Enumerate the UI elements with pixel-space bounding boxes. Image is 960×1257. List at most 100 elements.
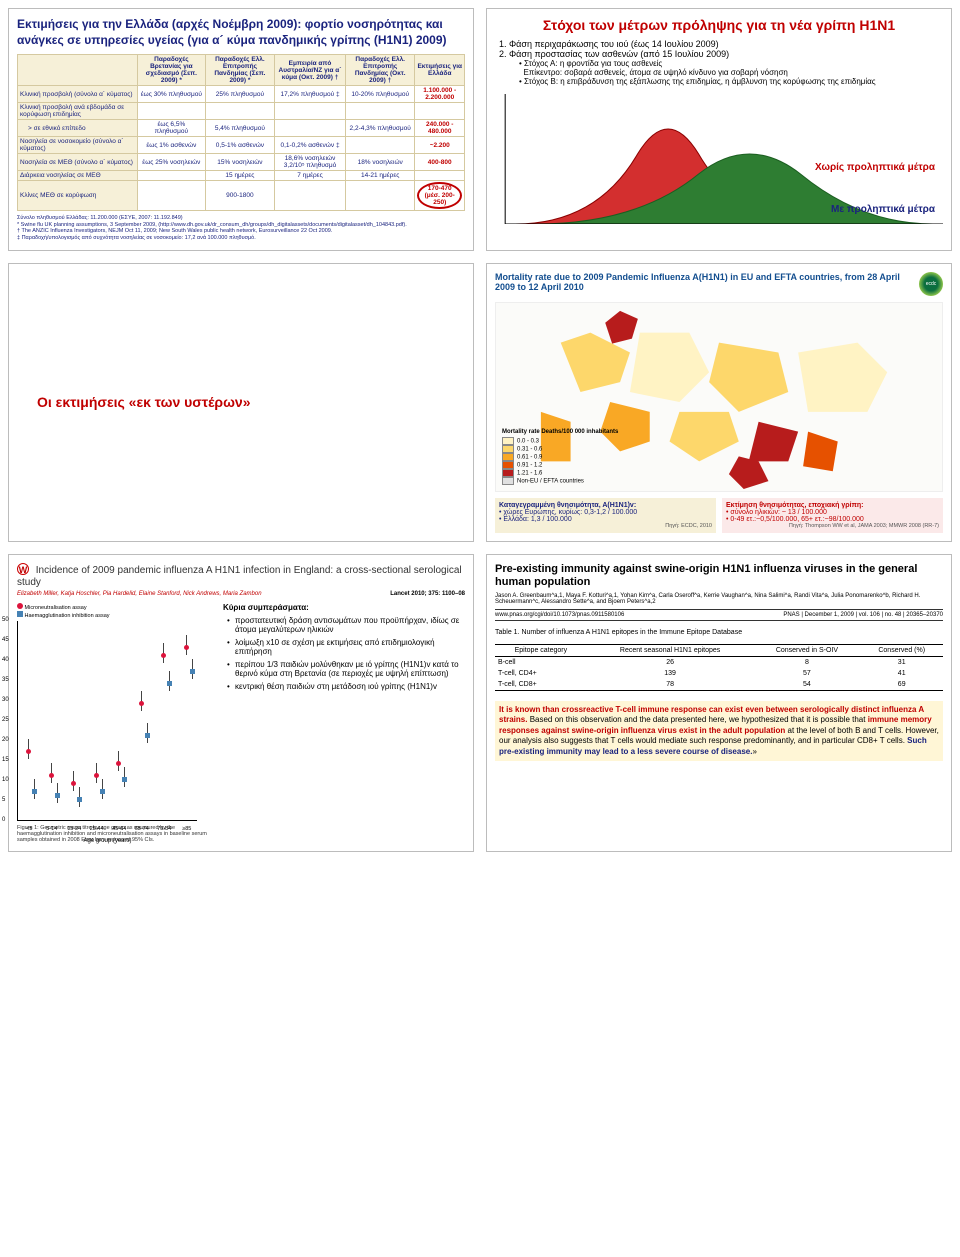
cell: 17,2% πληθυσμού ‡ [275, 86, 346, 103]
epitope-col: Epitope category [495, 644, 587, 656]
pnas-title: Pre-existing immunity against swine-orig… [495, 563, 943, 589]
cell: 240.000 - 480.000 [415, 120, 465, 137]
p5-conclusions: Κύρια συμπεράσματα: προστατευτική δράση … [223, 603, 465, 843]
pnas-quote: It is known than crossreactive T-cell im… [495, 701, 943, 761]
p5-authors: Elizabeth Miller, Katja Hoschler, Pia Ha… [17, 591, 262, 597]
serology-chart: Geometric mean titre Age group (years) 0… [17, 621, 197, 821]
epitope-cell: 54 [753, 679, 860, 691]
cell: 170-470 (μέσ. 200-250) [415, 181, 465, 211]
row-header: Κλίνες ΜΕΘ σε κορύφωση [18, 181, 138, 211]
epidemic-curves: Χωρίς προληπτικά μέτρα Με προληπτικά μέτ… [495, 94, 943, 224]
estimates-table: Παραδοχές Βρετανίας για σχεδιασμό (Σεπ. … [17, 54, 465, 211]
row-header: Κλινική προσβολή ανά εβδομάδα σε κορύφωσ… [18, 103, 138, 120]
epitope-cell: 57 [753, 668, 860, 679]
europe-map: Mortality rate Deaths/100 000 inhabitant… [495, 302, 943, 492]
p2-list: 1. Φάση περιχαράκωσης του ιού (έως 14 Ιο… [499, 39, 943, 86]
cell [275, 120, 346, 137]
cell [415, 171, 465, 181]
label-no-measures: Χωρίς προληπτικά μέτρα [815, 162, 935, 173]
p2-item2: 2. Φάση προστασίας των ασθενών (από 15 Ι… [499, 49, 943, 59]
cell: 1.100.000 - 2.200.000 [415, 86, 465, 103]
conclusion-item: λοίμωξη x10 σε σχέση με εκτιμήσεις από ε… [227, 638, 465, 656]
cell: 10-20% πληθυσμού [345, 86, 415, 103]
row-header: Νοσηλεία σε ΜΕΘ (σύνολο α´ κύματος) [18, 154, 138, 171]
label-with-measures: Με προληπτικά μέτρα [831, 204, 935, 215]
conclusion-item: προστατευτική δράση αντισωμάτων που προϋ… [227, 616, 465, 634]
cell [345, 103, 415, 120]
p4-title: Mortality rate due to 2009 Pandemic Infl… [495, 272, 913, 294]
cell: ~2.200 [415, 137, 465, 154]
cell: 0,1-0,2% ασθενών ‡ [275, 137, 346, 154]
epitope-cell: B-cell [495, 656, 587, 668]
p1-footnotes: Σύνολο πληθυσμού Ελλάδας: 11.200.000 (ΕΣ… [17, 215, 465, 241]
cell: 7 ημέρες [275, 171, 346, 181]
cell: 25% πληθυσμού [205, 86, 274, 103]
mortality-recorded-box: Καταγεγραμμένη θνησιμότητα, Α(H1N1)v: • … [495, 498, 716, 533]
epitope-table: Epitope categoryRecent seasonal H1N1 epi… [495, 644, 943, 691]
cell: 0,5-1% ασθενών [205, 137, 274, 154]
p2-item1: 1. Φάση περιχαράκωσης του ιού (έως 14 Ιο… [499, 39, 943, 49]
p2-title: Στόχοι των μέτρων πρόληψης για τη νέα γρ… [495, 17, 943, 33]
p3-text: Οι εκτιμήσεις «εκ των υστέρων» [17, 354, 465, 450]
panel-pnas: Pre-existing immunity against swine-orig… [486, 554, 952, 852]
cell [345, 181, 415, 211]
panel-lancet-study: W Incidence of 2009 pandemic influenza A… [8, 554, 474, 852]
conclusion-item: κεντρική θέση παιδιών στη μετάδοση ιού γ… [227, 682, 465, 691]
cell [138, 181, 206, 211]
pnas-authors: Jason A. Greenbaum^a,1, Maya F. Kotturi^… [495, 593, 943, 605]
col-header: Παραδοχές Ελλ. Επιτροπής Πανδημίας (Οκτ.… [345, 55, 415, 86]
pnas-citation: www.pnas.org/cgi/doi/10.1073/pnas.091158… [495, 609, 943, 621]
epitope-col: Recent seasonal H1N1 epitopes [587, 644, 754, 656]
row-header: Νοσηλεία σε νοσοκομείο (σύνολο α´ κύματο… [18, 137, 138, 154]
chart-legend: Microneutralisation assay Haemagglutinat… [17, 603, 217, 619]
cell: 2,2-4,3% πληθυσμού [345, 120, 415, 137]
row-header: > σε εθνικό επίπεδο [18, 120, 138, 137]
col-header: Εμπειρία από Αυστραλία/ΝΖ για α´ κύμα (Ο… [275, 55, 346, 86]
ecdc-logo-icon: ecdc [919, 272, 943, 296]
panel-goals: Στόχοι των μέτρων πρόληψης για τη νέα γρ… [486, 8, 952, 251]
th-blank [18, 55, 138, 86]
p1-title: Εκτιμήσεις για την Ελλάδα (αρχές Νοέμβρη… [17, 17, 465, 48]
epitope-cell: 31 [860, 656, 943, 668]
epitope-cell: 26 [587, 656, 754, 668]
cell [205, 103, 274, 120]
cell: έως 1% ασθενών [138, 137, 206, 154]
epitope-cell: T-cell, CD4+ [495, 668, 587, 679]
panel-estimates-table: Εκτιμήσεις για την Ελλάδα (αρχές Νοέμβρη… [8, 8, 474, 251]
panel-hindsight-title: Οι εκτιμήσεις «εκ των υστέρων» [8, 263, 474, 542]
epitope-col: Conserved in S-OIV [753, 644, 860, 656]
epitope-cell: T-cell, CD8+ [495, 679, 587, 691]
epitope-table-title: Table 1. Number of influenza A H1N1 epit… [495, 629, 943, 636]
epitope-cell: 69 [860, 679, 943, 691]
epitope-cell: 139 [587, 668, 754, 679]
epitope-cell: 78 [587, 679, 754, 691]
cell: 15 ημέρες [205, 171, 274, 181]
map-legend: Mortality rate Deaths/100 000 inhabitant… [502, 429, 618, 485]
p2-sub: • Στόχος Α: η φροντίδα για τους ασθενείς… [519, 59, 943, 86]
cell: 15% νοσηλειών [205, 154, 274, 171]
col-header: Εκτιμήσεις για Ελλάδα [415, 55, 465, 86]
p5-title: W Incidence of 2009 pandemic influenza A… [17, 563, 465, 589]
cell [138, 103, 206, 120]
lancet-w-icon: W [17, 563, 29, 575]
cell [138, 171, 206, 181]
panel-mortality-map: Mortality rate due to 2009 Pandemic Infl… [486, 263, 952, 542]
row-header: Κλινική προσβολή (σύνολο α´ κύματος) [18, 86, 138, 103]
conclusion-item: περίπου 1/3 παιδιών μολύνθηκαν με ιό γρί… [227, 660, 465, 678]
row-header: Διάρκεια νοσηλείας σε ΜΕΘ [18, 171, 138, 181]
mortality-seasonal-box: Εκτίμηση θνησιμότητας, εποχιακή γρίπη: •… [722, 498, 943, 533]
cell [275, 181, 346, 211]
col-header: Παραδοχές Βρετανίας για σχεδιασμό (Σεπ. … [138, 55, 206, 86]
cell [275, 103, 346, 120]
p5-journal: Lancet 2010; 375: 1100–08 [390, 591, 465, 597]
epitope-col: Conserved (%) [860, 644, 943, 656]
cell: έως 30% πληθυσμού [138, 86, 206, 103]
cell: 14-21 ημέρες [345, 171, 415, 181]
epitope-cell: 41 [860, 668, 943, 679]
cell: 5,4% πληθυσμού [205, 120, 274, 137]
cell: 18% νοσηλειών [345, 154, 415, 171]
cell: 18,6% νοσηλειών 3,2/10⁵ πληθυσμό [275, 154, 346, 171]
cell: 400-800 [415, 154, 465, 171]
cell: έως 25% νοσηλειών [138, 154, 206, 171]
epitope-cell: 8 [753, 656, 860, 668]
